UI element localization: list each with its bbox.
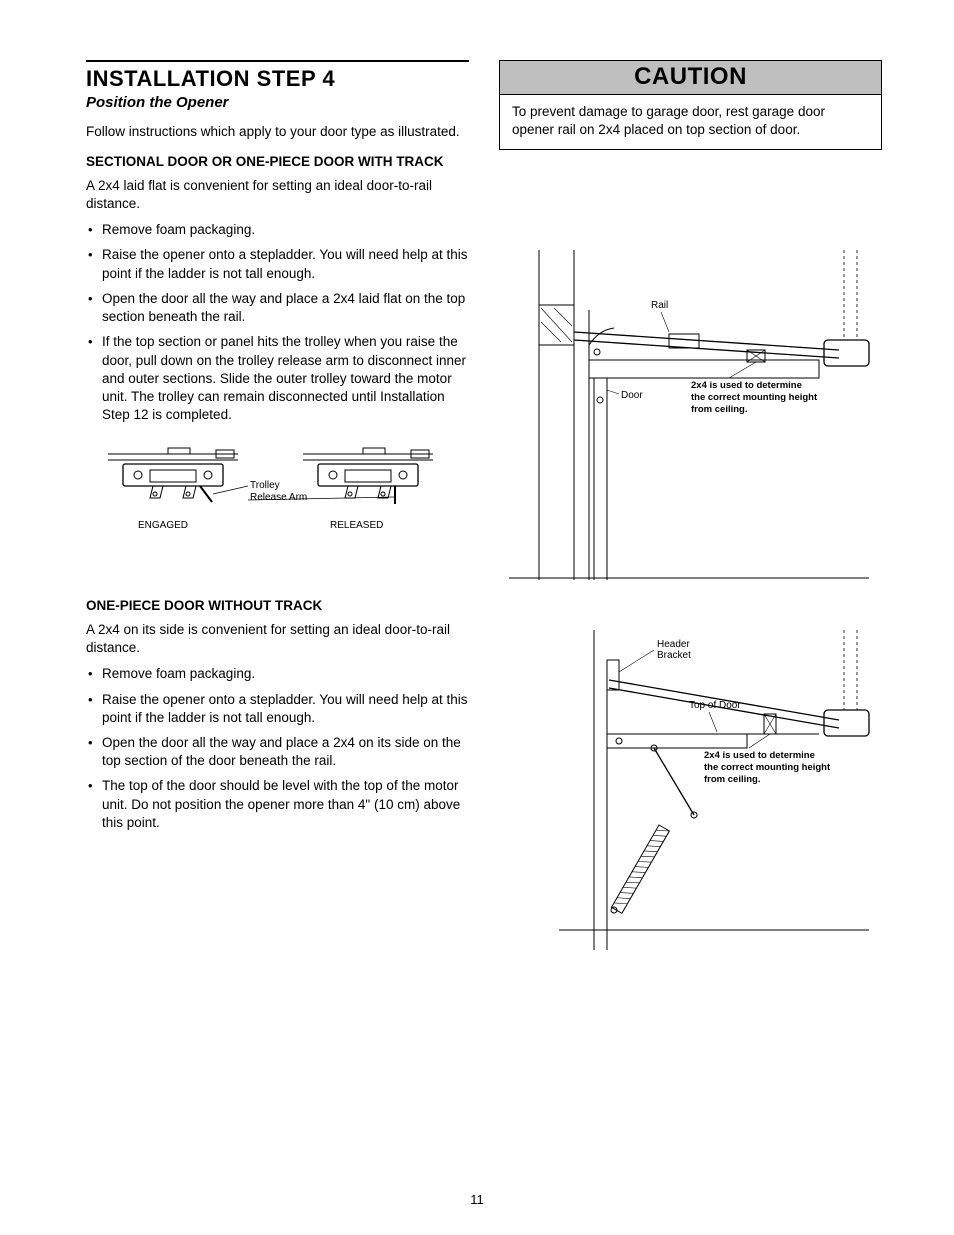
released-label: RELEASED xyxy=(330,520,383,531)
list-item: Remove foam packaging. xyxy=(86,665,469,683)
section1-intro: A 2x4 laid flat is convenient for settin… xyxy=(86,177,469,213)
section2-bullets: Remove foam packaging. Raise the opener … xyxy=(86,665,469,832)
fig1-note-l1: 2x4 is used to determine xyxy=(691,380,802,391)
caution-body: To prevent damage to garage door, rest g… xyxy=(500,95,881,149)
fig1-note-l2: the correct mounting height xyxy=(691,392,818,403)
trolley-label-l1: Trolley xyxy=(250,480,280,491)
list-item: Open the door all the way and place a 2x… xyxy=(86,290,469,326)
list-item: The top of the door should be level with… xyxy=(86,777,469,832)
rail-label: Rail xyxy=(651,300,668,311)
section1-bullets: Remove foam packaging. Raise the opener … xyxy=(86,221,469,424)
section2-intro: A 2x4 on its side is convenient for sett… xyxy=(86,621,469,657)
figure-one-piece-door: Header Bracket Top of Door xyxy=(499,630,882,950)
top-of-door-label: Top of Door xyxy=(689,700,741,711)
caution-box: CAUTION To prevent damage to garage door… xyxy=(499,60,882,150)
list-item: Raise the opener onto a stepladder. You … xyxy=(86,246,469,282)
intro-text: Follow instructions which apply to your … xyxy=(86,123,469,141)
fig2-note-l2: the correct mounting height xyxy=(704,762,831,773)
figure-sectional-door: Rail Door 2x4 is used to determine the c… xyxy=(499,250,882,580)
trolley-diagram: Trolley Release Arm ENGAGED RELEASED xyxy=(98,442,469,557)
list-item: If the top section or panel hits the tro… xyxy=(86,333,469,424)
list-item: Raise the opener onto a stepladder. You … xyxy=(86,691,469,727)
door-label: Door xyxy=(621,390,643,401)
fig1-note-l3: from ceiling. xyxy=(691,404,747,415)
section1-heading: SECTIONAL DOOR OR ONE-PIECE DOOR WITH TR… xyxy=(86,153,469,171)
caution-title: CAUTION xyxy=(500,61,881,95)
trolley-label-l2: Release Arm xyxy=(250,492,307,503)
step-title: INSTALLATION STEP 4 xyxy=(86,66,469,92)
fig2-note-l3: from ceiling. xyxy=(704,774,760,785)
step-subtitle: Position the Opener xyxy=(86,94,469,111)
header-label-l1: Header xyxy=(657,639,690,650)
list-item: Open the door all the way and place a 2x… xyxy=(86,734,469,770)
page-number: 11 xyxy=(0,1192,954,1207)
fig2-note-l1: 2x4 is used to determine xyxy=(704,750,815,761)
list-item: Remove foam packaging. xyxy=(86,221,469,239)
section2-heading: ONE-PIECE DOOR WITHOUT TRACK xyxy=(86,597,469,615)
header-label-l2: Bracket xyxy=(657,650,691,661)
engaged-label: ENGAGED xyxy=(138,520,188,531)
